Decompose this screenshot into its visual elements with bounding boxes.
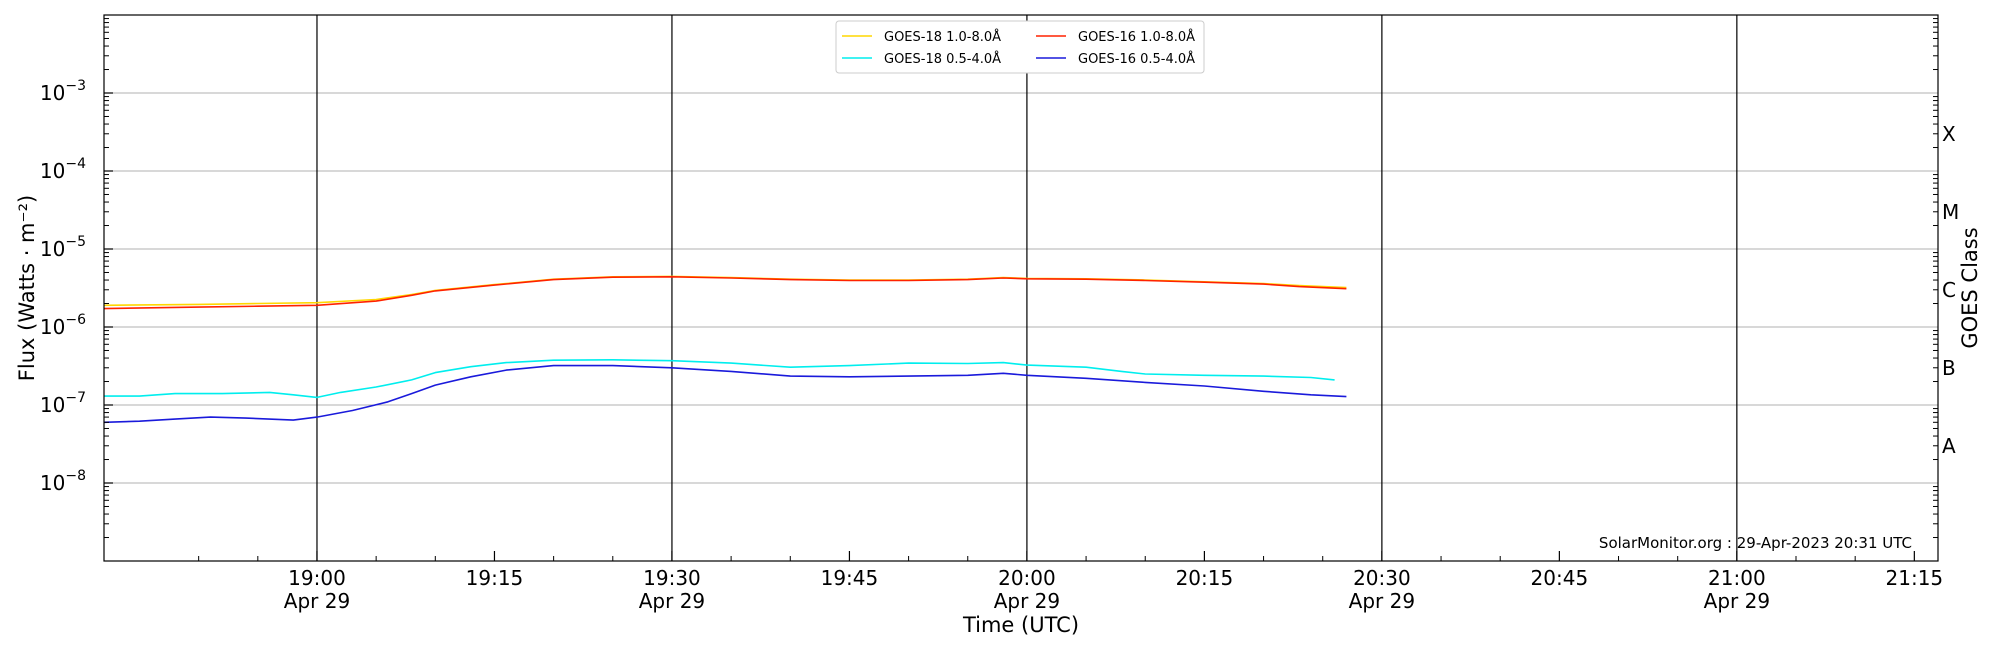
x-tick-date-label: Apr 29: [639, 589, 705, 613]
x-tick-label: 20:15: [1176, 566, 1234, 590]
x-tick-label: 19:00: [288, 566, 346, 590]
legend-entry-label: GOES-16 1.0-8.0Å: [1078, 29, 1195, 45]
y-tick-base: 10: [40, 315, 65, 339]
x-tick-label: 21:15: [1886, 566, 1944, 590]
series-layer: [103, 275, 1347, 424]
y-tick-base: 10: [40, 159, 65, 183]
x-tick-label: 20:45: [1531, 566, 1589, 590]
y-tick-label: 10−7: [40, 390, 86, 417]
x-tick-date-label: Apr 29: [1704, 589, 1770, 613]
legend-entry-label: GOES-16 0.5-4.0Å: [1078, 51, 1195, 67]
y-tick-base: 10: [40, 81, 65, 105]
goes-class-label: M: [1942, 200, 1959, 224]
x-tick-label: 21:00: [1708, 566, 1766, 590]
y-tick-label: 10−8: [40, 468, 86, 495]
x-tick-date-label: Apr 29: [994, 589, 1060, 613]
x-tick-date-label: Apr 29: [1349, 589, 1415, 613]
legend-entry-label: GOES-18 0.5-4.0Å: [884, 51, 1001, 67]
grid-layer: [104, 92, 1938, 484]
x-tick-label: 19:15: [466, 566, 524, 590]
series-line: [103, 276, 1347, 310]
goes-class-label: B: [1942, 356, 1956, 380]
x-tick-date-label: Apr 29: [284, 589, 350, 613]
y-axis-title: Flux (Watts · m⁻²): [15, 195, 39, 381]
y-tick-label: 10−5: [40, 234, 86, 261]
y-tick-base: 10: [40, 237, 65, 261]
legend-entry-label: GOES-18 1.0-8.0Å: [884, 29, 1001, 45]
series-line: [103, 364, 1347, 424]
y-tick-exponent: −4: [65, 156, 86, 172]
plot-frame: [103, 14, 1939, 562]
series-line: [104, 359, 1335, 399]
y-tick-exponent: −5: [65, 234, 86, 250]
x-tick-label: 19:45: [821, 566, 879, 590]
y-tick-base: 10: [40, 471, 65, 495]
goes-class-label: X: [1942, 122, 1956, 146]
y-tick-label: 10−6: [40, 312, 86, 339]
goes-class-axis-title: GOES Class: [1958, 227, 1982, 348]
footer-credit: SolarMonitor.org : 29-Apr-2023 20:31 UTC: [1599, 534, 1912, 552]
y-tick-exponent: −3: [65, 78, 86, 94]
x-tick-label: 20:30: [1353, 566, 1411, 590]
time-gridlines: [316, 15, 1738, 561]
y-tick-exponent: −6: [65, 312, 86, 328]
y-tick-base: 10: [40, 393, 65, 417]
goes-class-labels: X M C B A: [1942, 122, 1959, 458]
y-tick-label: 10−4: [40, 156, 86, 183]
x-axis-title: Time (UTC): [962, 613, 1079, 637]
x-tick-label: 19:30: [643, 566, 701, 590]
legend-box: [835, 20, 1205, 74]
goes-class-label: C: [1942, 278, 1956, 302]
y-tick-label: 10−3: [40, 78, 86, 105]
legend: GOES-18 1.0-8.0Å GOES-16 1.0-8.0Å GOES-18 …: [835, 20, 1205, 74]
y-tick-exponent: −8: [65, 468, 86, 484]
goes-class-label: A: [1942, 434, 1956, 458]
y-axis-ticks: 10−810−710−610−510−410−3: [40, 18, 1938, 539]
x-tick-label: 20:00: [998, 566, 1056, 590]
y-tick-exponent: −7: [65, 390, 86, 406]
